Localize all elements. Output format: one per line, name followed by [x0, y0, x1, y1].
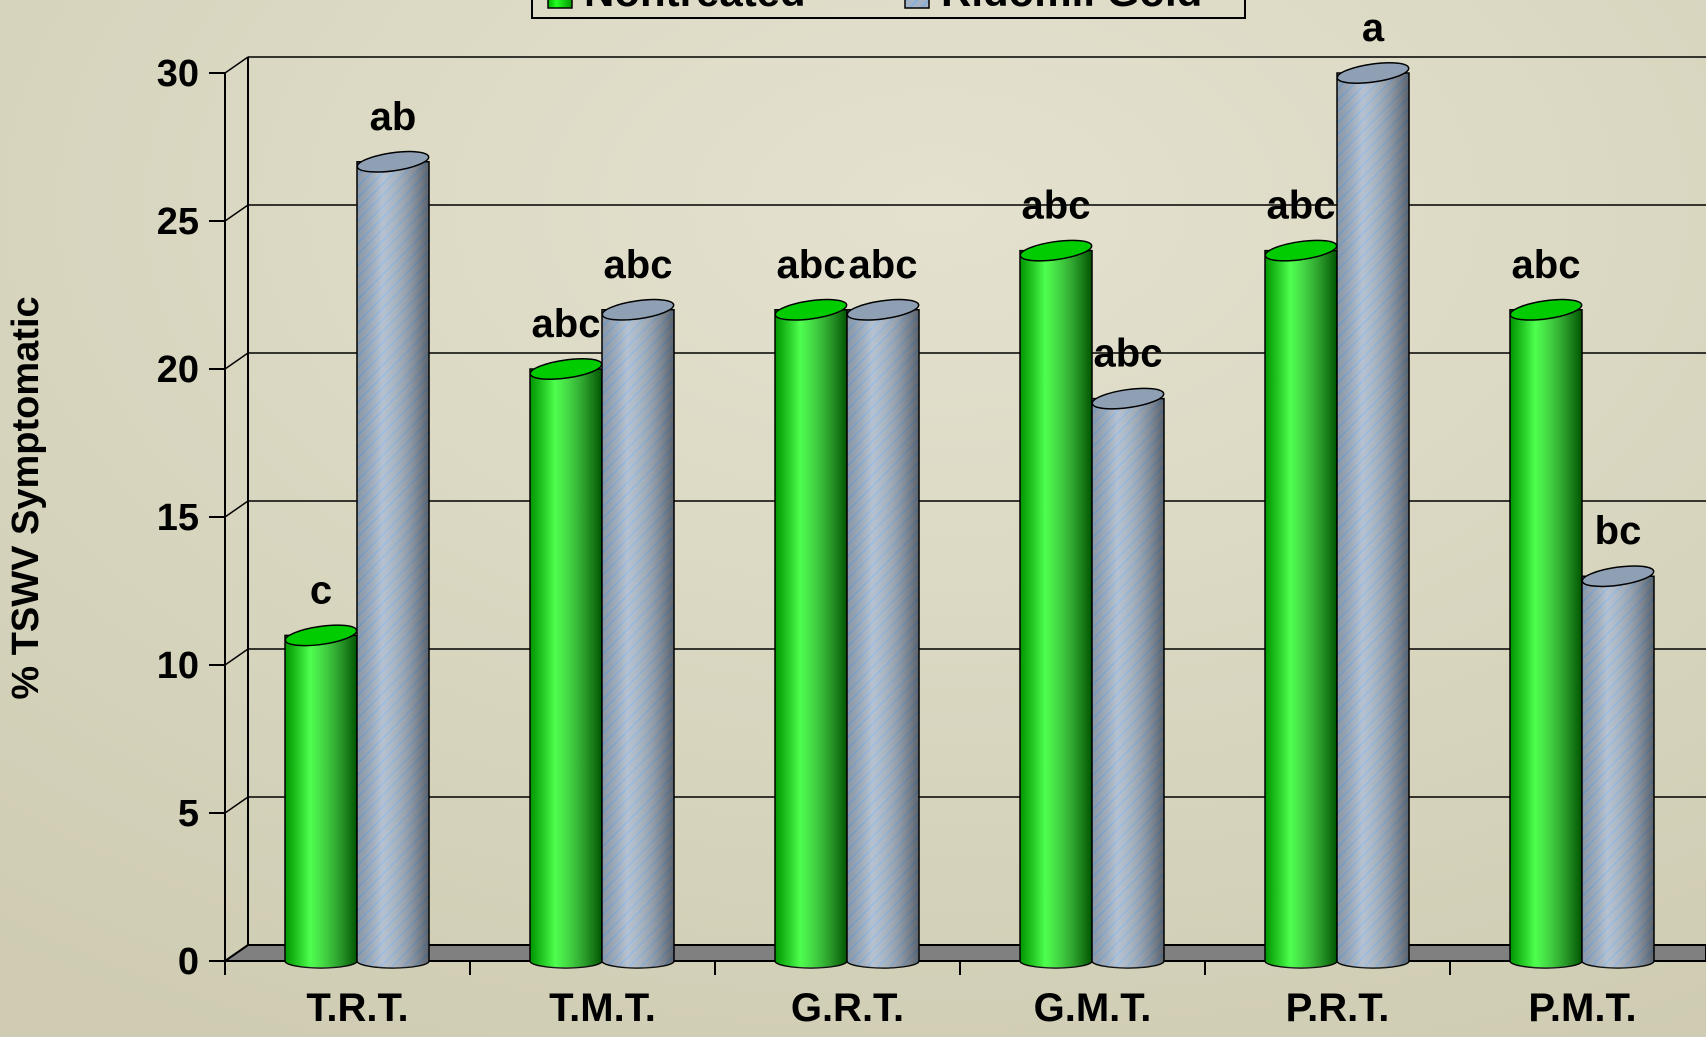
bar	[1509, 298, 1583, 969]
y-tick-label: 15	[157, 497, 199, 539]
bar	[846, 298, 920, 969]
y-tick-label: 30	[157, 53, 199, 95]
bar	[1264, 239, 1338, 969]
bar	[1581, 565, 1655, 969]
bar	[1019, 239, 1093, 969]
bar	[284, 624, 358, 969]
grid-line	[224, 944, 249, 962]
y-tick-label: 25	[157, 201, 199, 243]
x-tick-label: T.M.T.	[549, 986, 656, 1030]
x-tick-label: G.M.T.	[1034, 986, 1152, 1030]
legend-swatch	[904, 0, 930, 9]
legend-swatch	[547, 0, 573, 9]
bar	[774, 298, 848, 969]
y-tick-label: 20	[157, 349, 199, 391]
x-tick-label: P.R.T.	[1286, 986, 1390, 1030]
floor	[221, 944, 1706, 962]
grid-line	[224, 56, 249, 74]
y-tick-label: 0	[178, 941, 199, 983]
bar-letter: abc	[1267, 184, 1336, 228]
bar-letter: abc	[849, 243, 918, 287]
bar-letter: a	[1362, 6, 1385, 50]
grid-line	[224, 500, 249, 518]
bar	[1091, 387, 1165, 969]
bar	[529, 358, 603, 969]
legend-box	[531, 0, 1246, 19]
y-tick-label: 10	[157, 645, 199, 687]
x-tick-label: P.M.T.	[1528, 986, 1636, 1030]
bar	[356, 150, 430, 969]
y-tick-label: 5	[178, 793, 199, 835]
grid-line	[224, 648, 249, 666]
bar-letter: bc	[1595, 509, 1642, 553]
bar-letter: abc	[1022, 184, 1091, 228]
x-tick-label: T.R.T.	[306, 986, 408, 1030]
bar	[601, 298, 675, 969]
legend-label: Ridomil Gold	[941, 0, 1202, 15]
bar-letter: c	[310, 568, 332, 612]
bar-letter: abc	[532, 302, 601, 346]
y-axis-title: % TSWV Symptomatic	[5, 296, 47, 699]
bar-letter: abc	[777, 243, 846, 287]
grid-line	[224, 352, 249, 370]
bar	[1336, 62, 1410, 969]
bar-letter: abc	[1512, 243, 1581, 287]
bar-letter: abc	[1094, 332, 1163, 376]
grid-line	[224, 796, 249, 814]
bar-letter: abc	[604, 243, 673, 287]
grid-line	[224, 204, 249, 222]
bar-letter: ab	[370, 95, 417, 139]
x-tick-label: G.R.T.	[791, 986, 904, 1030]
legend-label: Nontreated	[584, 0, 806, 15]
